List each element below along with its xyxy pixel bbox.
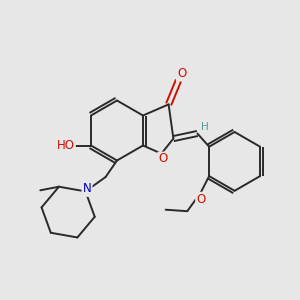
Text: N: N: [82, 183, 91, 196]
Text: HO: HO: [57, 139, 75, 152]
Text: N: N: [82, 182, 91, 196]
Text: O: O: [158, 152, 167, 166]
Text: O: O: [177, 67, 186, 80]
Text: H: H: [201, 122, 209, 133]
Text: O: O: [196, 193, 206, 206]
